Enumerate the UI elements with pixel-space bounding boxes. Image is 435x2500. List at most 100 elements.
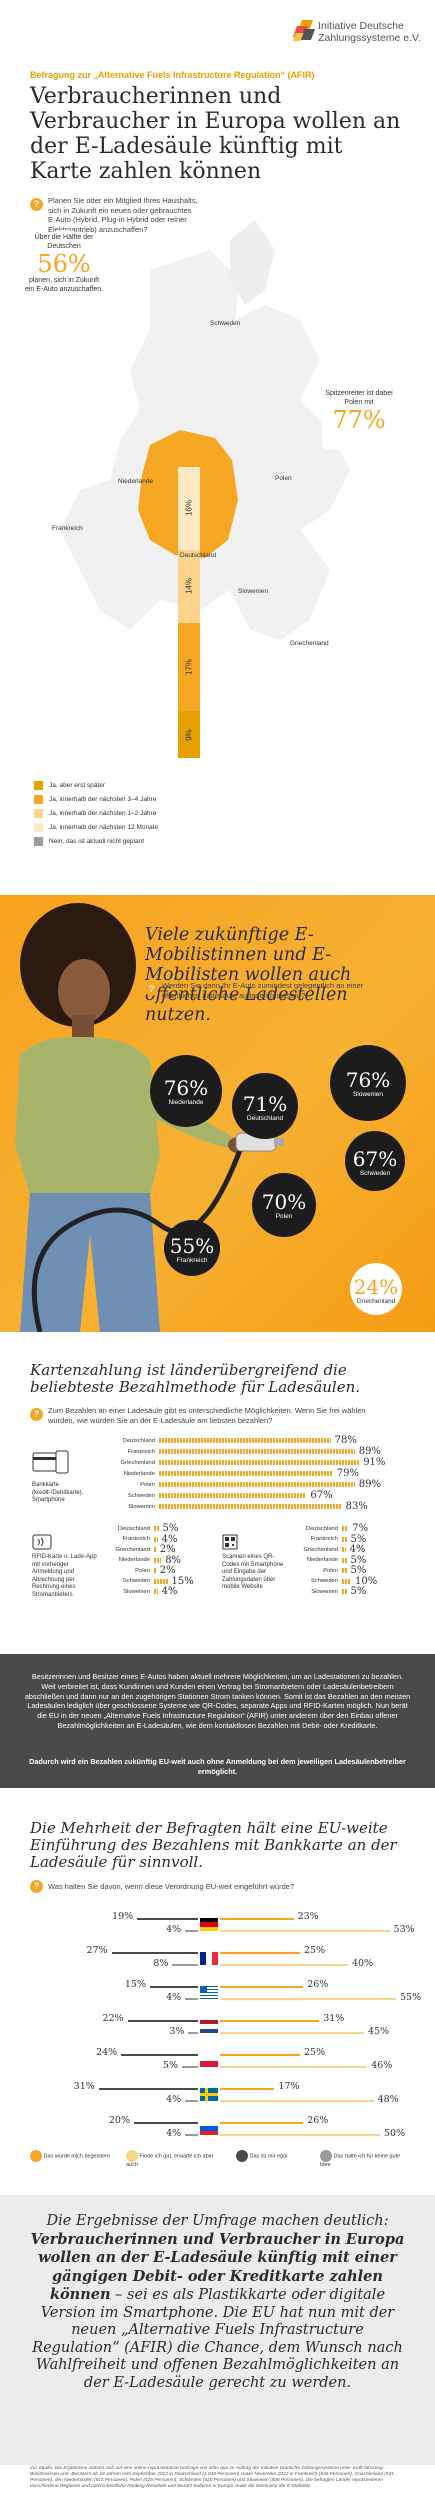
question-icon: ? [30, 198, 43, 211]
method-rfid-label: RFID-Karte o. Lade-App mit vorheriger An… [32, 1554, 97, 1598]
opinion-value: 26% [307, 2115, 329, 2126]
label-polen: Polen [275, 475, 292, 482]
bar-value: 4% [161, 1533, 178, 1545]
bar [342, 1568, 347, 1573]
bar-country-label: Frankreich [310, 1536, 338, 1542]
bar [154, 1568, 156, 1573]
opinion-value: 4% [166, 1924, 182, 1935]
bar [159, 1493, 307, 1498]
negative-bar [172, 1964, 198, 1966]
section2-question: Werden Sie dann Ihr E-Auto zumindest gel… [162, 981, 364, 1000]
section3-question: Zum Bezahlen an einer Ladesäule gibt es … [48, 1406, 366, 1425]
flag-frankreich-icon [200, 1952, 218, 1965]
positive-bar [220, 2088, 275, 2090]
negative-bar [185, 2134, 198, 2136]
positive-bar [220, 1986, 304, 1988]
callout-germany: Über die Hälfte der Deutschen 56% planen… [24, 230, 104, 315]
opinion-value: 24% [96, 2047, 118, 2058]
bar-country-label: Deutschland [122, 1437, 155, 1444]
legend-item: Ja, innerhalb der nächsten 3–4 Jahre [34, 792, 158, 806]
logo[interactable]: Initiative Deutsche Zahlungssysteme e.V. [292, 20, 421, 44]
bar-country-label: Slowenien [311, 1588, 338, 1595]
legend-item: Ja, innerhalb der nächsten 12 Monate [34, 820, 158, 834]
bar-value: 15% [171, 1575, 194, 1587]
indifferent-bar [121, 2054, 198, 2056]
opinion-row: 20% 4% 26% 50% [0, 2114, 435, 2148]
callout-poland-value: 77% [332, 406, 386, 434]
bar [159, 1438, 331, 1443]
info-box: Besitzerinnen und Besitzer eines E-Autos… [0, 1654, 435, 1788]
label-schweden: Schweden [210, 320, 241, 327]
positive-bar [220, 2054, 300, 2056]
indifferent-bar [98, 2088, 198, 2090]
bar-country-label: Polen [323, 1567, 338, 1574]
germany-segment-label: 17% [184, 658, 194, 675]
positive-bar [220, 2122, 304, 2124]
legend-item: Das würde mich begeistern [30, 2150, 120, 2162]
logo-mark-icon [292, 20, 316, 42]
page-title: Verbraucherinnen und Verbraucher in Euro… [30, 84, 401, 184]
bar-value: 91% [363, 1457, 386, 1468]
opinion-value: 50% [384, 2128, 406, 2139]
opinion-value: 40% [352, 1958, 374, 1969]
bar-value: 67% [310, 1490, 333, 1501]
method-card-label: Bankkarte (kredit-/Debitkarte), Smartpho… [32, 1482, 84, 1503]
conclusion-section: Die Ergebnisse der Umfrage machen deutli… [0, 2195, 435, 2465]
opinion-value: 19% [112, 1911, 134, 1922]
label-griechenland: Griechenland [290, 640, 329, 647]
callout-germany-value: 56% [37, 250, 91, 278]
bar-value: 4% [161, 1586, 178, 1597]
bar-country-label: Griechenland [303, 1546, 338, 1553]
opinion-row: 24% 5% 25% 46% [0, 2046, 435, 2080]
bubble-deutschland: 71% Deutschland [232, 1073, 298, 1139]
negative-bar [185, 2100, 198, 2102]
opinion-value: 22% [102, 2013, 124, 2024]
flag-slowenien-icon [200, 2122, 218, 2135]
bar-country-label: Frankreich [127, 1448, 155, 1455]
bar-value: 5% [350, 1565, 367, 1576]
bubble-schweden: 67% Schweden [345, 1131, 405, 1191]
label-niederlande: Niederlande [118, 478, 154, 485]
germany-segment: 16% [178, 466, 200, 550]
section3-title: Kartenzahlung ist länderübergreifend die… [30, 1361, 361, 1396]
bar [159, 1482, 355, 1487]
qr-code-icon [222, 1534, 238, 1550]
positive-bar [220, 1918, 294, 1920]
indifferent-bar [111, 1952, 198, 1954]
opinion-value: 45% [368, 2026, 390, 2037]
bar [342, 1536, 347, 1542]
negative-bar [185, 1998, 198, 2000]
bubble-griechenland: 24% Griechenland [350, 1263, 402, 1315]
bar-country-label: Frankreich [122, 1536, 150, 1542]
flag-griechenland-icon [200, 1986, 218, 1999]
method-qr-label: Scannen eines QR-Codes mit Smartphone un… [222, 1554, 284, 1590]
opinion-value: 5% [162, 2060, 178, 2071]
bar-country-label: Polen [140, 1481, 155, 1488]
expected-bar [220, 2032, 364, 2034]
bar-country-label: Schweden [127, 1492, 155, 1499]
legend-item: Das ist mir egal [236, 2150, 316, 2162]
bar [154, 1557, 162, 1563]
bar-value: 79% [336, 1468, 360, 1479]
bar-value: 5% [350, 1586, 367, 1597]
expected-bar [220, 1998, 396, 2000]
opinion-value: 46% [371, 2060, 393, 2071]
bubble-slowenien: 76% Slowenien [330, 1045, 406, 1121]
opinion-value: 25% [304, 2047, 326, 2058]
info-paragraph: Besitzerinnen und Besitzer eines E-Autos… [24, 1672, 411, 1730]
indifferent-bar [134, 2122, 198, 2124]
bar-country-label: Griechenland [120, 1459, 155, 1466]
positive-bar [220, 1952, 300, 1954]
bar [154, 1589, 158, 1594]
legend-item: Ja, aber erst später [34, 778, 158, 792]
section1-legend: Ja, aber erst später Ja, innerhalb der n… [34, 778, 158, 848]
opinion-value: 31% [73, 2081, 95, 2092]
woman-with-charger-illustration [15, 903, 284, 1332]
opinion-value: 55% [400, 1992, 422, 2003]
bar [342, 1589, 347, 1594]
legend-item: Finde ich gut, erwarte ich aber auch [126, 2150, 226, 2169]
opinion-value: 53% [393, 1924, 415, 1935]
germany-segment-label: 14% [184, 578, 194, 595]
bar-country-label: Deutschland [305, 1525, 338, 1532]
